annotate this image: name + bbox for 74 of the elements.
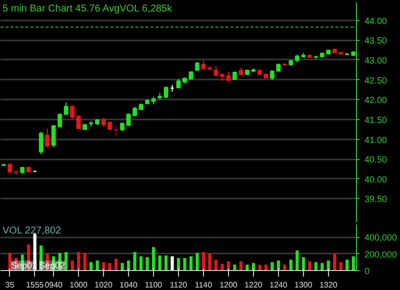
candlestick bbox=[64, 102, 68, 116]
y-tick-label: 200,000 bbox=[364, 249, 398, 260]
x-tick-label: 1140 bbox=[194, 280, 213, 290]
y-tick-label: 41.00 bbox=[364, 134, 388, 145]
candlestick bbox=[38, 132, 44, 155]
bar bbox=[352, 256, 355, 270]
y-tick-label: 0 bbox=[364, 266, 370, 276]
bar bbox=[139, 256, 143, 270]
candlestick bbox=[114, 126, 118, 137]
x-tick-label: 0940 bbox=[44, 280, 64, 290]
y-tick-label: 44.00 bbox=[364, 16, 388, 26]
bar bbox=[258, 264, 262, 270]
y-tick-label: 40.50 bbox=[364, 154, 388, 165]
bar bbox=[152, 247, 156, 270]
x-tick-label: 1000 bbox=[70, 280, 88, 290]
bar bbox=[77, 252, 80, 270]
bar bbox=[90, 262, 93, 270]
y-tick-label: 42.50 bbox=[364, 75, 388, 86]
bar bbox=[64, 252, 68, 270]
bar bbox=[164, 255, 168, 270]
y-tick-label: 40.00 bbox=[364, 174, 388, 184]
x-tick-label: 1200 bbox=[220, 280, 238, 290]
x-tick-label: 1120 bbox=[170, 280, 188, 290]
bar bbox=[114, 258, 118, 270]
bar bbox=[333, 254, 336, 270]
bar bbox=[283, 264, 286, 270]
chart-title: 5 min Bar Chart 45.76 AvgVOL 6,285k bbox=[2, 4, 174, 14]
candlestick bbox=[70, 105, 75, 120]
bar bbox=[346, 260, 349, 270]
bar bbox=[133, 252, 136, 270]
y-tick-label: 43.00 bbox=[364, 55, 388, 66]
bar bbox=[270, 262, 274, 270]
bar bbox=[96, 260, 99, 270]
bar bbox=[202, 252, 206, 270]
y-tick-label: 42.00 bbox=[364, 95, 388, 106]
bar bbox=[120, 262, 124, 270]
bar bbox=[339, 262, 342, 270]
x-tick-label: 1020 bbox=[94, 280, 113, 290]
x-tick-label: 1100 bbox=[144, 280, 163, 290]
bar bbox=[196, 252, 199, 270]
bar bbox=[83, 252, 86, 270]
bar bbox=[220, 264, 224, 270]
candlestick bbox=[76, 114, 81, 130]
bar bbox=[296, 250, 299, 270]
x-tick-label: 35 bbox=[5, 280, 15, 290]
bar bbox=[70, 260, 74, 270]
x-tick-label: 1320 bbox=[319, 280, 338, 290]
bar bbox=[183, 258, 186, 270]
candlestick bbox=[45, 128, 50, 148]
x-tick-label: 1300 bbox=[294, 280, 313, 290]
y-tick-label: 39.50 bbox=[364, 194, 388, 204]
bar bbox=[314, 262, 318, 270]
x-tick-label: 1240 bbox=[270, 280, 288, 290]
y-tick-label: 400,000 bbox=[364, 232, 398, 243]
x-tick-label: 1220 bbox=[244, 280, 263, 290]
bar bbox=[189, 256, 193, 270]
y-tick-label: 41.50 bbox=[364, 114, 388, 125]
bar bbox=[289, 260, 292, 270]
y-tick-label: 43.50 bbox=[364, 36, 388, 46]
bar bbox=[233, 264, 236, 270]
bar bbox=[170, 256, 174, 270]
bar bbox=[108, 262, 112, 270]
bar bbox=[246, 264, 249, 270]
bar bbox=[158, 255, 162, 270]
chart-title: VOL 227,802 bbox=[2, 226, 62, 236]
candlestick bbox=[214, 65, 218, 76]
bar bbox=[214, 260, 218, 270]
bar bbox=[8, 252, 12, 270]
bar bbox=[208, 254, 212, 270]
bar bbox=[146, 257, 149, 270]
bar bbox=[302, 257, 305, 270]
x-tick-label: 1555 bbox=[26, 280, 44, 290]
x-tick-label: 1040 bbox=[120, 280, 138, 290]
bar bbox=[264, 264, 268, 270]
